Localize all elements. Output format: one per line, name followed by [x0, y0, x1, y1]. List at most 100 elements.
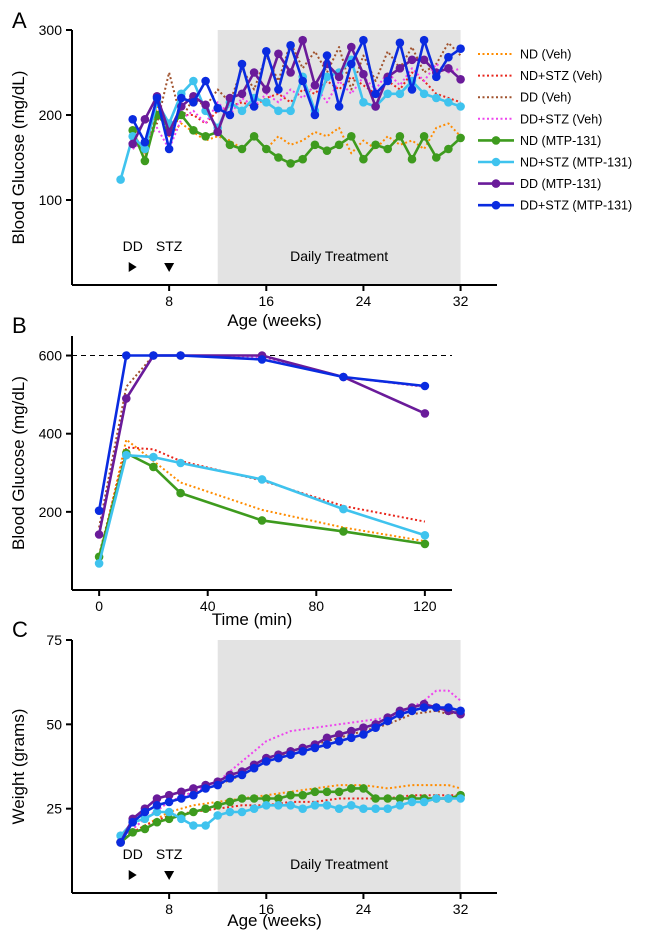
- data-point: [322, 72, 332, 82]
- shade-label: Daily Treatment: [290, 248, 388, 264]
- data-point: [140, 807, 150, 817]
- legend-marker: [491, 157, 501, 167]
- data-point: [140, 824, 150, 834]
- series-line: [131, 38, 462, 151]
- data-point: [334, 102, 344, 111]
- data-point: [334, 730, 344, 739]
- data-point: [322, 787, 332, 797]
- legend-item: ND (Veh): [478, 48, 571, 62]
- data-point: [339, 372, 348, 382]
- data-point: [322, 801, 332, 810]
- data-point: [395, 89, 405, 99]
- data-point: [419, 35, 429, 45]
- event-arrow-stz: [164, 871, 175, 880]
- data-point: [432, 703, 441, 712]
- series-dd-stz-veh: [132, 63, 461, 150]
- data-point: [177, 794, 186, 803]
- data-point: [444, 794, 453, 803]
- y-tick-label: 25: [46, 801, 62, 817]
- data-point: [444, 64, 453, 73]
- data-point: [94, 506, 104, 515]
- data-point: [359, 98, 368, 107]
- data-point: [310, 81, 320, 90]
- x-axis-label: Age (weeks): [227, 311, 321, 330]
- data-point: [225, 140, 235, 150]
- data-point: [432, 794, 441, 803]
- data-point: [407, 154, 417, 164]
- data-point: [359, 784, 368, 793]
- data-point: [164, 814, 174, 824]
- data-point: [262, 801, 271, 810]
- data-point: [189, 98, 198, 107]
- data-point: [432, 72, 441, 82]
- data-point: [420, 531, 430, 540]
- series-dd-veh: [131, 41, 462, 141]
- legend: ND (Veh) ND+STZ (Veh) DD (Veh) DD+STZ (Veh)…: [478, 48, 632, 213]
- data-point: [395, 64, 405, 73]
- data-point: [116, 175, 125, 184]
- data-point: [149, 462, 158, 472]
- data-point: [395, 132, 405, 141]
- legend-label: DD (Veh): [520, 91, 571, 105]
- series-line: [131, 41, 462, 141]
- data-point: [262, 144, 271, 154]
- data-point: [189, 126, 198, 135]
- data-point: [298, 747, 308, 756]
- data-point: [201, 132, 210, 141]
- data-point: [274, 801, 283, 810]
- data-point: [419, 703, 429, 712]
- data-point: [152, 93, 162, 103]
- data-point: [140, 144, 150, 154]
- legend-item: ND+STZ (MTP-131): [478, 156, 632, 170]
- data-point: [140, 814, 150, 824]
- series-line: [119, 689, 462, 840]
- y-tick-label: 600: [39, 348, 63, 364]
- data-point: [420, 539, 430, 549]
- data-point: [176, 458, 185, 468]
- data-point: [347, 726, 356, 736]
- data-point: [383, 716, 393, 726]
- x-tick-label: 40: [200, 598, 216, 614]
- y-axis-label: Blood Glucose (mg/dL): [9, 376, 28, 550]
- data-point: [257, 355, 267, 364]
- legend-label: ND (Veh): [520, 48, 571, 62]
- data-point: [444, 144, 453, 154]
- data-point: [213, 103, 222, 113]
- data-point: [149, 351, 158, 360]
- data-point: [383, 76, 393, 86]
- y-axis-label: Weight (grams): [9, 709, 28, 825]
- data-point: [432, 93, 441, 103]
- data-point: [347, 59, 356, 69]
- data-point: [237, 144, 247, 154]
- legend-item: ND (MTP-131): [478, 134, 601, 148]
- y-tick-label: 50: [46, 716, 62, 732]
- data-point: [116, 838, 125, 847]
- data-point: [456, 75, 465, 84]
- data-point: [395, 794, 405, 803]
- data-point: [286, 801, 295, 810]
- data-point: [249, 102, 259, 111]
- data-point: [334, 787, 344, 797]
- data-point: [334, 736, 344, 746]
- y-tick-label: 400: [39, 426, 63, 442]
- data-point: [257, 475, 267, 484]
- data-point: [371, 794, 380, 803]
- data-point: [237, 59, 247, 69]
- data-point: [347, 42, 356, 52]
- data-point: [298, 76, 308, 86]
- data-point: [201, 804, 210, 813]
- data-point: [310, 110, 320, 120]
- data-point: [322, 740, 332, 749]
- legend-item: ND+STZ (Veh): [478, 69, 602, 83]
- event-arrow-stz: [164, 263, 175, 272]
- data-point: [371, 89, 380, 99]
- data-point: [249, 794, 259, 803]
- data-point: [225, 774, 235, 783]
- data-point: [149, 452, 158, 462]
- data-point: [347, 733, 356, 743]
- data-point: [334, 804, 344, 813]
- legend-label: ND+STZ (Veh): [520, 69, 602, 83]
- data-point: [152, 801, 162, 810]
- data-point: [359, 69, 368, 79]
- data-point: [383, 804, 393, 813]
